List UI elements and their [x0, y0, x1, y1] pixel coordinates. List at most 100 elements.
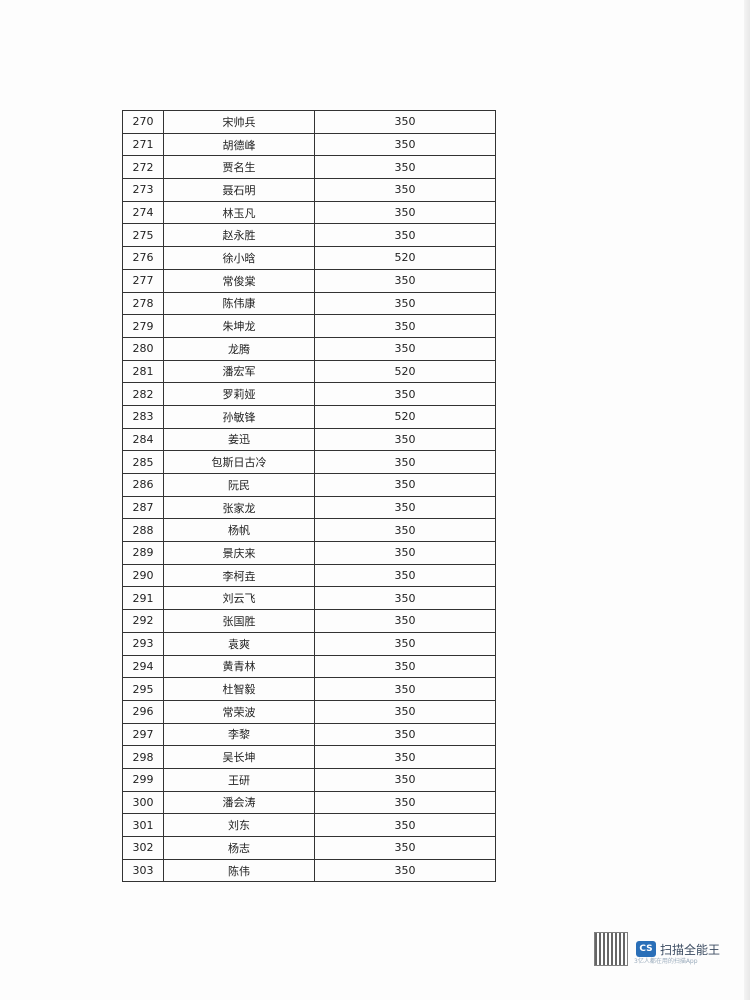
amount: 350	[314, 223, 496, 248]
person-name: 王研	[163, 767, 315, 792]
person-name: 胡德峰	[163, 132, 315, 157]
amount: 350	[314, 631, 496, 656]
table-row: 285 包斯日古冷 350	[122, 450, 496, 474]
row-number: 271	[122, 132, 164, 157]
amount: 350	[314, 291, 496, 316]
row-number: 272	[122, 155, 164, 180]
amount: 350	[314, 745, 496, 769]
person-name: 杨志	[163, 836, 315, 860]
row-number: 281	[122, 359, 164, 384]
person-name: 宋帅兵	[163, 110, 315, 134]
watermark-tagline: 3亿人都在用的扫描App	[634, 958, 698, 965]
person-name: 包斯日古冷	[163, 450, 315, 474]
amount: 350	[314, 200, 496, 225]
amount: 350	[314, 336, 496, 361]
table-row: 273 聂石明 350	[122, 178, 496, 202]
row-number: 297	[122, 722, 164, 747]
amount: 350	[314, 178, 496, 202]
amount: 350	[314, 722, 496, 747]
person-name: 景庆来	[163, 541, 315, 565]
person-name: 张国胜	[163, 609, 315, 633]
person-name: 吴长坤	[163, 745, 315, 769]
person-name: 阮民	[163, 473, 315, 497]
row-number: 282	[122, 382, 164, 406]
table-row: 289 景庆来 350	[122, 541, 496, 565]
person-name: 李黎	[163, 722, 315, 747]
row-number: 287	[122, 495, 164, 520]
amount: 350	[314, 858, 496, 883]
row-number: 292	[122, 609, 164, 633]
person-name: 贾名生	[163, 155, 315, 180]
scanner-watermark: CS 扫描全能王	[594, 932, 720, 966]
row-number: 273	[122, 178, 164, 202]
amount: 350	[314, 813, 496, 837]
person-name: 朱坤龙	[163, 314, 315, 338]
person-name: 孙敏锋	[163, 404, 315, 429]
page-edge	[744, 0, 750, 1000]
table-row: 276 徐小晗 520	[122, 246, 496, 270]
person-name: 姜迅	[163, 427, 315, 452]
table-row: 271 胡德峰 350	[122, 132, 496, 157]
camscanner-logo: CS	[636, 941, 656, 957]
table-row: 293 袁爽 350	[122, 631, 496, 656]
table-row: 295 杜智毅 350	[122, 677, 496, 701]
amount: 350	[314, 586, 496, 611]
row-number: 275	[122, 223, 164, 248]
person-name: 常俊棠	[163, 268, 315, 293]
row-number: 291	[122, 586, 164, 611]
table-row: 278 陈伟康 350	[122, 291, 496, 316]
person-name: 罗莉娅	[163, 382, 315, 406]
table-row: 288 杨帆 350	[122, 518, 496, 543]
table-row: 280 龙腾 350	[122, 336, 496, 361]
amount: 520	[314, 246, 496, 270]
table-row: 290 李柯垚 350	[122, 563, 496, 588]
amount: 350	[314, 132, 496, 157]
row-number: 277	[122, 268, 164, 293]
row-number: 274	[122, 200, 164, 225]
person-name: 杜智毅	[163, 677, 315, 701]
person-name: 黄青林	[163, 654, 315, 679]
table-row: 286 阮民 350	[122, 473, 496, 497]
person-name: 赵永胜	[163, 223, 315, 248]
table-row: 282 罗莉娅 350	[122, 382, 496, 406]
person-name: 潘会涛	[163, 790, 315, 815]
table-row: 298 吴长坤 350	[122, 745, 496, 769]
table-row: 302 杨志 350	[122, 836, 496, 860]
person-name: 刘云飞	[163, 586, 315, 611]
amount: 350	[314, 427, 496, 452]
amount: 350	[314, 518, 496, 543]
person-name: 李柯垚	[163, 563, 315, 588]
amount: 350	[314, 450, 496, 474]
amount: 350	[314, 268, 496, 293]
person-name: 陈伟	[163, 858, 315, 883]
table-row: 291 刘云飞 350	[122, 586, 496, 611]
person-name: 袁爽	[163, 631, 315, 656]
person-name: 潘宏军	[163, 359, 315, 384]
table-row: 281 潘宏军 520	[122, 359, 496, 384]
person-name: 陈伟康	[163, 291, 315, 316]
row-number: 288	[122, 518, 164, 543]
amount: 350	[314, 836, 496, 860]
table-row: 297 李黎 350	[122, 722, 496, 747]
row-number: 280	[122, 336, 164, 361]
row-number: 290	[122, 563, 164, 588]
row-number: 293	[122, 631, 164, 656]
row-number: 298	[122, 745, 164, 769]
table-row: 303 陈伟 350	[122, 858, 496, 883]
table-row: 279 朱坤龙 350	[122, 314, 496, 338]
row-number: 296	[122, 699, 164, 724]
row-number: 278	[122, 291, 164, 316]
amount: 350	[314, 495, 496, 520]
person-name: 常荣波	[163, 699, 315, 724]
amount: 350	[314, 473, 496, 497]
amount: 520	[314, 359, 496, 384]
row-number: 303	[122, 858, 164, 883]
row-number: 295	[122, 677, 164, 701]
row-number: 301	[122, 813, 164, 837]
table-row: 294 黄青林 350	[122, 654, 496, 679]
person-name: 刘东	[163, 813, 315, 837]
amount: 520	[314, 404, 496, 429]
row-number: 276	[122, 246, 164, 270]
table-row: 283 孙敏锋 520	[122, 404, 496, 429]
row-number: 286	[122, 473, 164, 497]
